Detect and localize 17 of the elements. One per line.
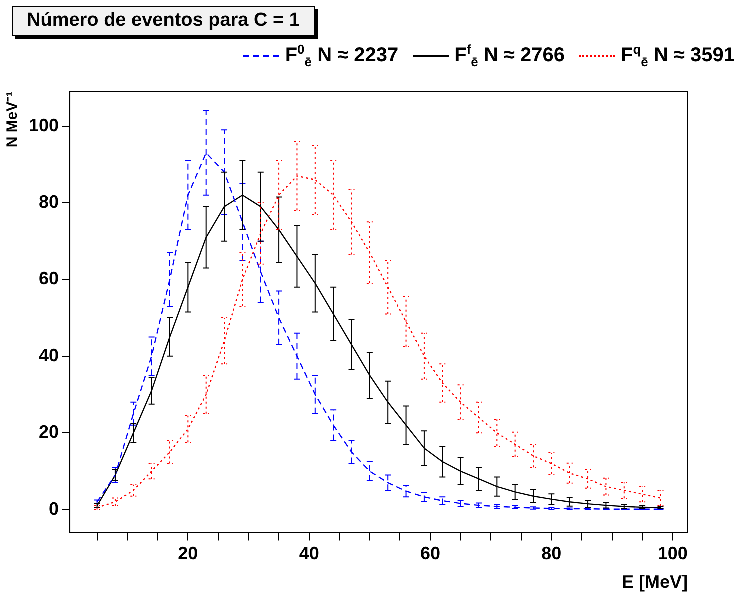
x-tick-label: 40 (299, 544, 320, 564)
legend-label: F$^{f}$$_{ē}$ N ≈ 2766 (454, 42, 565, 70)
x-tick-label: 60 (420, 544, 441, 564)
legend-label: F$^{0}$$_{ē}$ N ≈ 2237 (285, 42, 399, 70)
y-tick-label: 60 (39, 268, 60, 289)
chart-title: Número de eventos para C = 1 (12, 6, 315, 36)
y-tick-label: 80 (39, 192, 60, 212)
y-axis-title: N MeV⁻¹ (4, 92, 22, 148)
legend-label: F$^{q}$$_{ē}$ N ≈ 3591 (621, 42, 735, 70)
y-tick-label: 20 (39, 422, 60, 442)
x-tick-label: 100 (658, 544, 688, 564)
x-tick-label: 80 (542, 544, 562, 564)
y-tick-label: 0 (49, 498, 60, 519)
y-tick-label: 40 (39, 345, 60, 366)
x-axis-title: E [MeV] (622, 572, 688, 592)
y-tick-label: 100 (28, 115, 60, 136)
x-tick-label: 20 (178, 544, 198, 564)
